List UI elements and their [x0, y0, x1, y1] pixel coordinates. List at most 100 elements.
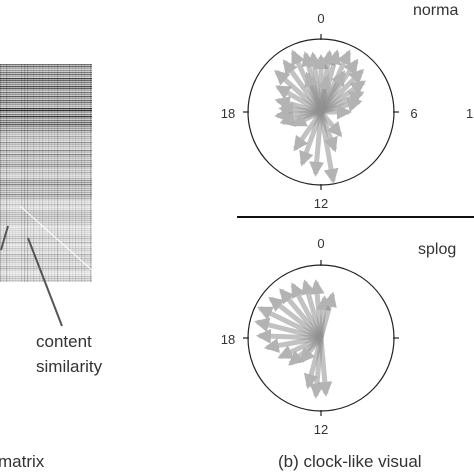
matrix-row-stripe — [0, 94, 92, 96]
annotation-pointers — [0, 225, 63, 327]
matrix-row-stripe — [0, 160, 92, 162]
matrix-row-stripe — [0, 90, 92, 92]
matrix-row-stripe — [0, 240, 92, 242]
matrix-row-stripe — [0, 262, 92, 264]
pointer-content — [27, 237, 63, 327]
matrix-row-stripe — [0, 272, 92, 274]
matrix-row-stripe — [0, 182, 92, 184]
matrix-column-stripe — [69, 64, 71, 282]
matrix-row-stripe — [0, 220, 92, 222]
matrix-row-stripe — [0, 150, 92, 152]
matrix-row-stripe — [0, 162, 92, 164]
annotation-line-1: content — [36, 332, 92, 351]
matrix-row-stripe — [0, 214, 92, 216]
matrix-column-stripe — [3, 64, 5, 282]
matrix-column-stripe — [27, 64, 29, 282]
matrix-row-stripe — [0, 268, 92, 270]
matrix-column-stripe — [30, 64, 32, 282]
matrix-column-stripe — [90, 64, 92, 282]
matrix-column-stripe — [60, 64, 62, 282]
matrix-column-stripe — [12, 64, 14, 282]
matrix-row-stripe — [0, 250, 92, 252]
matrix-row-stripe — [0, 224, 92, 226]
matrix-row-stripe — [0, 186, 92, 188]
matrix-row-stripe — [0, 212, 92, 214]
matrix-row-stripe — [0, 124, 92, 126]
matrix-row-stripe — [0, 222, 92, 224]
matrix-row-stripe — [0, 200, 92, 202]
clock-top-tick-6: 6 — [410, 106, 417, 121]
matrix-row-stripe — [0, 102, 92, 104]
matrix-row-stripe — [0, 254, 92, 256]
matrix-row-stripe — [0, 112, 92, 114]
matrix-row-stripe — [0, 106, 92, 108]
matrix-row-stripe — [0, 192, 92, 194]
matrix-row-stripe — [0, 78, 92, 80]
matrix-row-stripe — [0, 252, 92, 254]
clock-top-fragment: 1 — [466, 106, 473, 121]
matrix-column-stripe — [6, 64, 8, 282]
matrix-row-stripe — [0, 168, 92, 170]
clock-arrow — [318, 291, 337, 339]
matrix-row-stripe — [0, 246, 92, 248]
matrix-row-stripe — [0, 148, 92, 150]
matrix-row-stripe — [0, 280, 92, 282]
matrix-row-stripe — [0, 82, 92, 84]
matrix-column-stripe — [81, 64, 83, 282]
matrix-row-stripe — [0, 76, 92, 78]
clock-bottom-arrows — [254, 279, 337, 399]
matrix-stripes — [0, 64, 92, 282]
matrix-row-stripe — [0, 184, 92, 186]
matrix-column-stripe — [0, 64, 2, 282]
matrix-row-stripe — [0, 206, 92, 208]
matrix-row-stripe — [0, 86, 92, 88]
matrix-row-stripe — [0, 66, 92, 68]
matrix-column-stripe — [21, 64, 23, 282]
clock-top-arrows — [274, 49, 367, 184]
clock-arrow — [309, 111, 325, 177]
matrix-row-stripe — [0, 138, 92, 140]
matrix-column-stripe — [33, 64, 35, 282]
matrix-row-stripe — [0, 80, 92, 82]
matrix-row-stripe — [0, 158, 92, 160]
matrix-row-stripe — [0, 118, 92, 120]
matrix-column-stripe — [9, 64, 11, 282]
matrix-row-stripe — [0, 170, 92, 172]
matrix-row-stripe — [0, 68, 92, 70]
annotation-line-2: similarity — [36, 357, 103, 376]
clock-bottom: 0 12 18 splog — [221, 236, 456, 437]
matrix-row-stripe — [0, 274, 92, 276]
matrix-row-stripe — [0, 276, 92, 278]
matrix-row-stripe — [0, 196, 92, 198]
clock-bottom-tick-18: 18 — [221, 332, 235, 347]
matrix-row-stripe — [0, 152, 92, 154]
clock-arrow — [299, 336, 323, 364]
matrix-row-stripe — [0, 180, 92, 182]
matrix-row-stripe — [0, 172, 92, 174]
matrix-row-stripe — [0, 236, 92, 238]
matrix-column-stripe — [24, 64, 26, 282]
matrix-column-stripe — [42, 64, 44, 282]
matrix-row-stripe — [0, 84, 92, 86]
matrix-row-stripe — [0, 234, 92, 236]
clock-arrow — [293, 110, 324, 152]
matrix-row-stripe — [0, 264, 92, 266]
matrix-row-stripe — [0, 100, 92, 102]
matrix-row-stripe — [0, 120, 92, 122]
matrix-column-stripe — [57, 64, 59, 282]
matrix-row-stripe — [0, 266, 92, 268]
matrix-row-stripe — [0, 98, 92, 100]
clock-arrow — [317, 74, 333, 113]
matrix-row-stripe — [0, 92, 92, 94]
matrix-row-stripe — [0, 88, 92, 90]
matrix-row-stripe — [0, 232, 92, 234]
matrix-row-stripe — [0, 108, 92, 110]
matrix-row-stripe — [0, 178, 92, 180]
matrix-row-stripe — [0, 256, 92, 258]
matrix-row-stripe — [0, 204, 92, 206]
matrix-row-stripe — [0, 128, 92, 130]
matrix-row-stripe — [0, 190, 92, 192]
matrix-row-stripe — [0, 156, 92, 158]
matrix-row-stripe — [0, 218, 92, 220]
